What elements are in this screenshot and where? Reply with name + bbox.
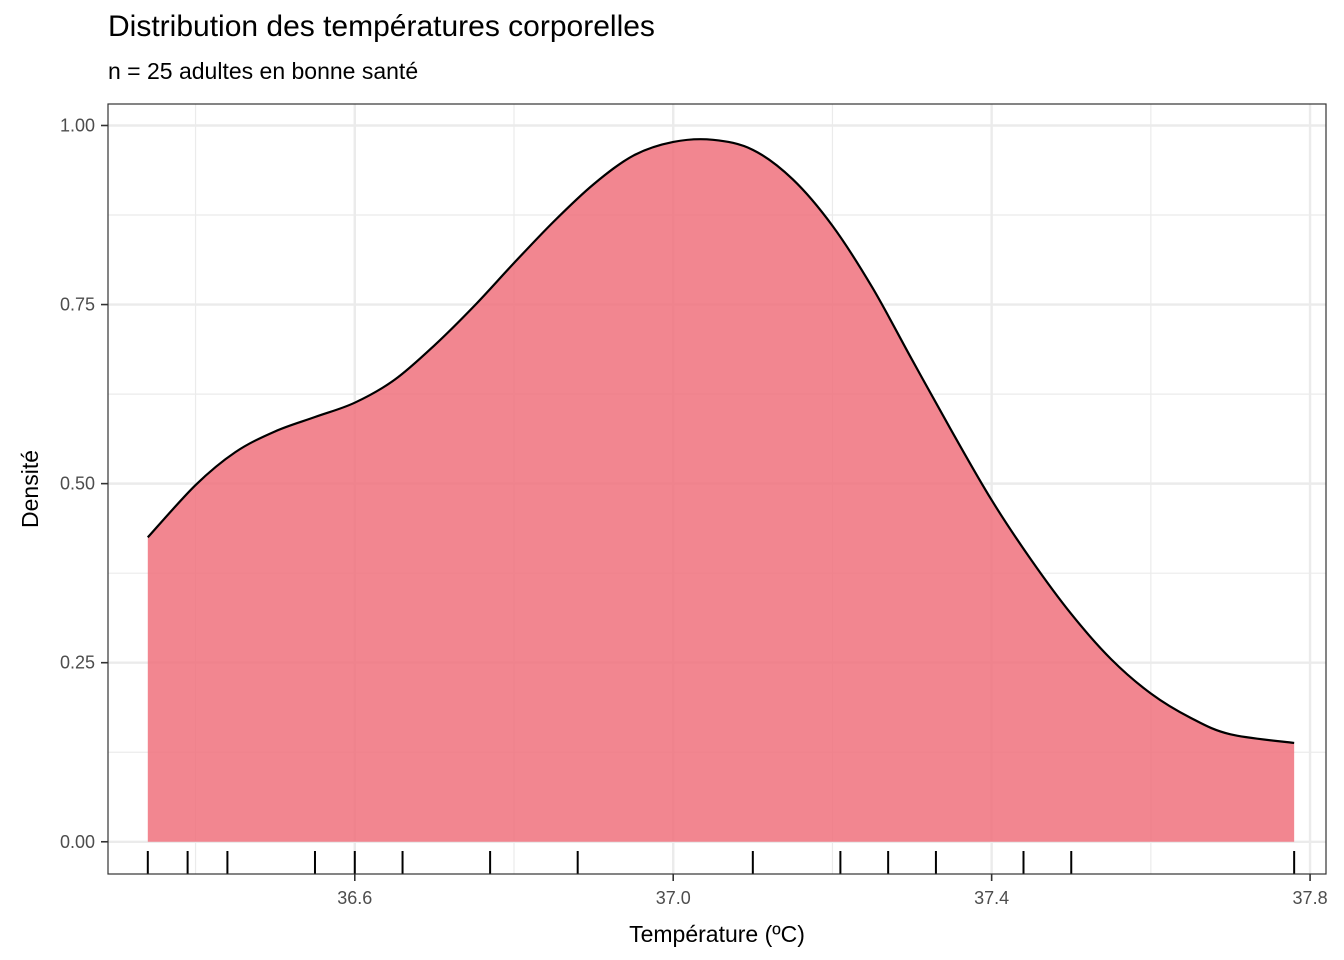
y-tick-label: 0.75: [60, 295, 95, 315]
x-tick-label: 37.8: [1293, 888, 1328, 908]
y-tick-label: 0.50: [60, 474, 95, 494]
x-tick-label: 36.6: [337, 888, 372, 908]
y-axis-title: Densité: [17, 450, 43, 528]
x-axis-title: Température (ºC): [629, 921, 805, 947]
density-line: [146, 138, 1295, 745]
chart-title: Distribution des températures corporelle…: [108, 10, 655, 43]
data-layer: [146, 138, 1295, 842]
panel-border: [107, 103, 1327, 875]
chart-subtitle: n = 25 adultes en bonne santé: [108, 58, 419, 84]
x-tick-label: 37.4: [974, 888, 1009, 908]
axis-layer: 0.00 0.25 0.50 0.75 1.00 36.6 37.0 37.4 37.8: [60, 115, 1328, 908]
rug-layer: [146, 851, 1296, 874]
x-tick-label: 37.0: [656, 888, 691, 908]
y-tick-label: 0.25: [60, 653, 95, 673]
y-tick-label: 1.00: [60, 115, 95, 135]
density-area: [147, 139, 1295, 842]
y-tick-label: 0.00: [60, 832, 95, 852]
